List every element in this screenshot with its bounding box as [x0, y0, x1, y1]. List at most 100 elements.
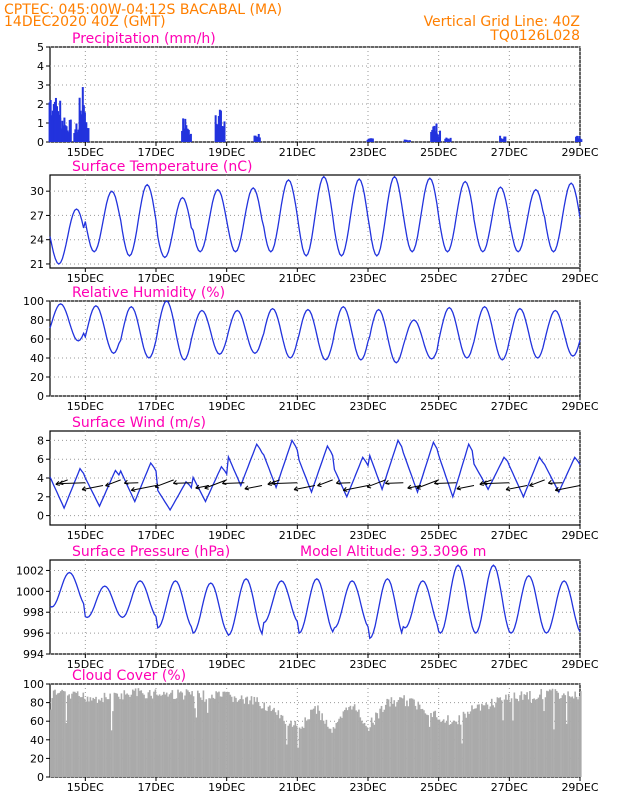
cloud-bar: [514, 698, 517, 777]
cloud-bar: [288, 723, 291, 777]
x-tick-label: 19DEC: [208, 529, 245, 542]
cloud-bar: [449, 724, 452, 777]
y-tick-label: 0: [37, 771, 44, 784]
cloud-bar: [274, 712, 277, 777]
wind-arrow: [59, 482, 86, 485]
cloud-bar: [198, 693, 200, 777]
y-tick-label: 60: [30, 715, 44, 728]
cloud-bar: [420, 709, 422, 777]
cloud-bar: [465, 717, 468, 777]
cloud-bar: [191, 691, 193, 777]
precip-bar: [500, 138, 503, 142]
cloud-bar: [120, 693, 123, 777]
cloud-bar: [390, 697, 393, 777]
precip-bar: [65, 126, 68, 142]
cloud-bar: [431, 717, 434, 777]
cloud-bar: [564, 695, 567, 777]
cloud-bar: [493, 707, 496, 777]
cloud-bar: [201, 699, 203, 777]
cloud-bar: [380, 705, 383, 777]
precip-bar: [449, 137, 452, 142]
cloud-bar: [252, 704, 254, 777]
x-tick-label: 25DEC: [420, 658, 457, 671]
wind-arrow-head: [385, 480, 390, 485]
cloud-bar: [445, 721, 448, 777]
y-tick-label: 27: [30, 209, 44, 222]
cloud-bar: [69, 698, 72, 777]
cloud-bar: [557, 692, 559, 777]
precip-bar: [75, 123, 78, 142]
wind-arrow: [81, 485, 104, 491]
cloud-bar: [57, 693, 59, 777]
cloud-bar: [55, 694, 58, 777]
series-line: [49, 175, 581, 265]
cloud-bar: [401, 698, 404, 777]
cloud-bar: [66, 695, 69, 777]
y-tick-label: 40: [30, 734, 44, 747]
cloud-bar: [130, 694, 133, 777]
cloud-bar: [373, 724, 376, 777]
cloud-bar: [174, 698, 176, 777]
wind-arrow: [483, 482, 510, 485]
precip-bar: [77, 129, 80, 142]
cloud-bar: [555, 690, 558, 777]
precip-bar: [369, 138, 372, 142]
x-tick-label: 17DEC: [137, 400, 174, 413]
y-tick-label: 30: [30, 185, 44, 198]
wind-arrow-head: [222, 480, 227, 486]
cloud-bar: [524, 694, 527, 777]
precip-bar: [435, 123, 438, 142]
cloud-bar: [107, 699, 110, 777]
precip-bar: [371, 138, 374, 142]
cloud-bar: [561, 695, 564, 777]
cloud-bar: [131, 689, 134, 777]
wind-arrow-head: [366, 483, 372, 489]
cloud-bar: [383, 709, 386, 777]
cloud-bar: [495, 702, 497, 777]
cloud-bar: [530, 702, 533, 777]
cloud-bar: [266, 710, 268, 777]
precip-bar: [57, 111, 60, 142]
cloud-bar: [168, 694, 171, 777]
precip-bar: [66, 130, 69, 142]
precip-bar: [445, 137, 448, 142]
cloud-bar: [154, 689, 157, 777]
cloud-bar: [413, 699, 415, 777]
x-tick-label: 27DEC: [491, 781, 528, 794]
x-tick-label: 27DEC: [491, 146, 528, 159]
y-tick-label: 2: [37, 98, 44, 111]
cloud-bar: [147, 692, 150, 777]
wind-arrow-head: [407, 484, 412, 490]
cloud-bar: [223, 691, 226, 777]
cloud-bar: [51, 698, 54, 777]
wind-arrow: [385, 482, 404, 484]
cloud-bar: [462, 711, 465, 777]
wind-arrow: [366, 479, 386, 488]
cloud-bar: [61, 689, 63, 777]
cloud-bar: [490, 698, 493, 777]
precip-bar: [223, 121, 226, 142]
precip-bar: [78, 97, 81, 142]
wind-arrow: [124, 482, 139, 484]
precip-bar: [63, 117, 66, 142]
cloud-bar: [281, 715, 284, 777]
cloud-bar: [263, 702, 266, 777]
x-tick-label: 23DEC: [349, 400, 386, 413]
precip-bar: [370, 138, 373, 142]
precip-bar: [367, 138, 370, 142]
cloud-bar: [153, 691, 155, 777]
cloud-bar: [459, 724, 462, 777]
cloud-bar: [260, 708, 263, 777]
cloud-bar: [472, 709, 475, 777]
precip-bar: [576, 135, 579, 142]
cloud-bar: [496, 697, 499, 777]
cloud-bar: [448, 724, 451, 777]
wind-arrow-head: [434, 480, 439, 486]
cloud-bar: [273, 707, 275, 777]
cloud-bar: [192, 696, 195, 777]
x-tick-label: 21DEC: [279, 272, 316, 285]
cloud-bar: [312, 708, 315, 777]
wind-arrow-head: [456, 485, 462, 491]
cloud-bar: [85, 701, 87, 777]
cloud-bar: [527, 699, 530, 777]
